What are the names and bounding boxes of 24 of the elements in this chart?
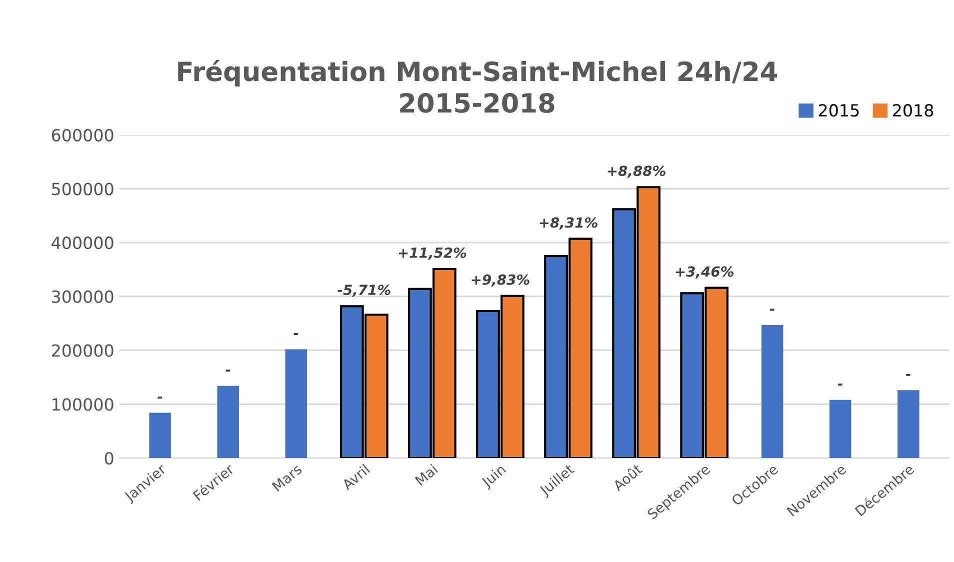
y-tick-label: 600000 — [52, 128, 114, 142]
x-tick-label: Mai — [414, 464, 438, 486]
x-tick-label: Juin — [480, 464, 508, 490]
annotation: +11,52% — [398, 247, 466, 260]
annotation: - — [906, 374, 911, 376]
legend-label: 2018 — [893, 104, 934, 117]
annotation: - — [158, 396, 162, 399]
annotation: +9,83% — [472, 274, 530, 287]
y-tick-label: 100000 — [52, 398, 114, 411]
y-tick-label: 300000 — [52, 290, 114, 304]
annotation: - — [838, 384, 842, 386]
y-tick-label: 0 — [104, 452, 114, 465]
legend-label: 2015 — [818, 104, 859, 117]
annotation: +3,46% — [676, 266, 734, 279]
annotation: - — [226, 370, 230, 372]
annotation: -5,71% — [338, 284, 390, 297]
y-tick-label: 500000 — [52, 182, 114, 196]
annotation: - — [294, 333, 298, 335]
annotation: +8,88% — [608, 166, 666, 178]
y-tick-label: 200000 — [52, 344, 114, 357]
annotation: - — [770, 308, 774, 311]
annotation: +8,31% — [540, 217, 598, 230]
chart-title: Fréquentation Mont-Saint-Michel 24h/24 2015-2018 — [178, 60, 778, 113]
y-tick-label: 400000 — [52, 236, 114, 250]
